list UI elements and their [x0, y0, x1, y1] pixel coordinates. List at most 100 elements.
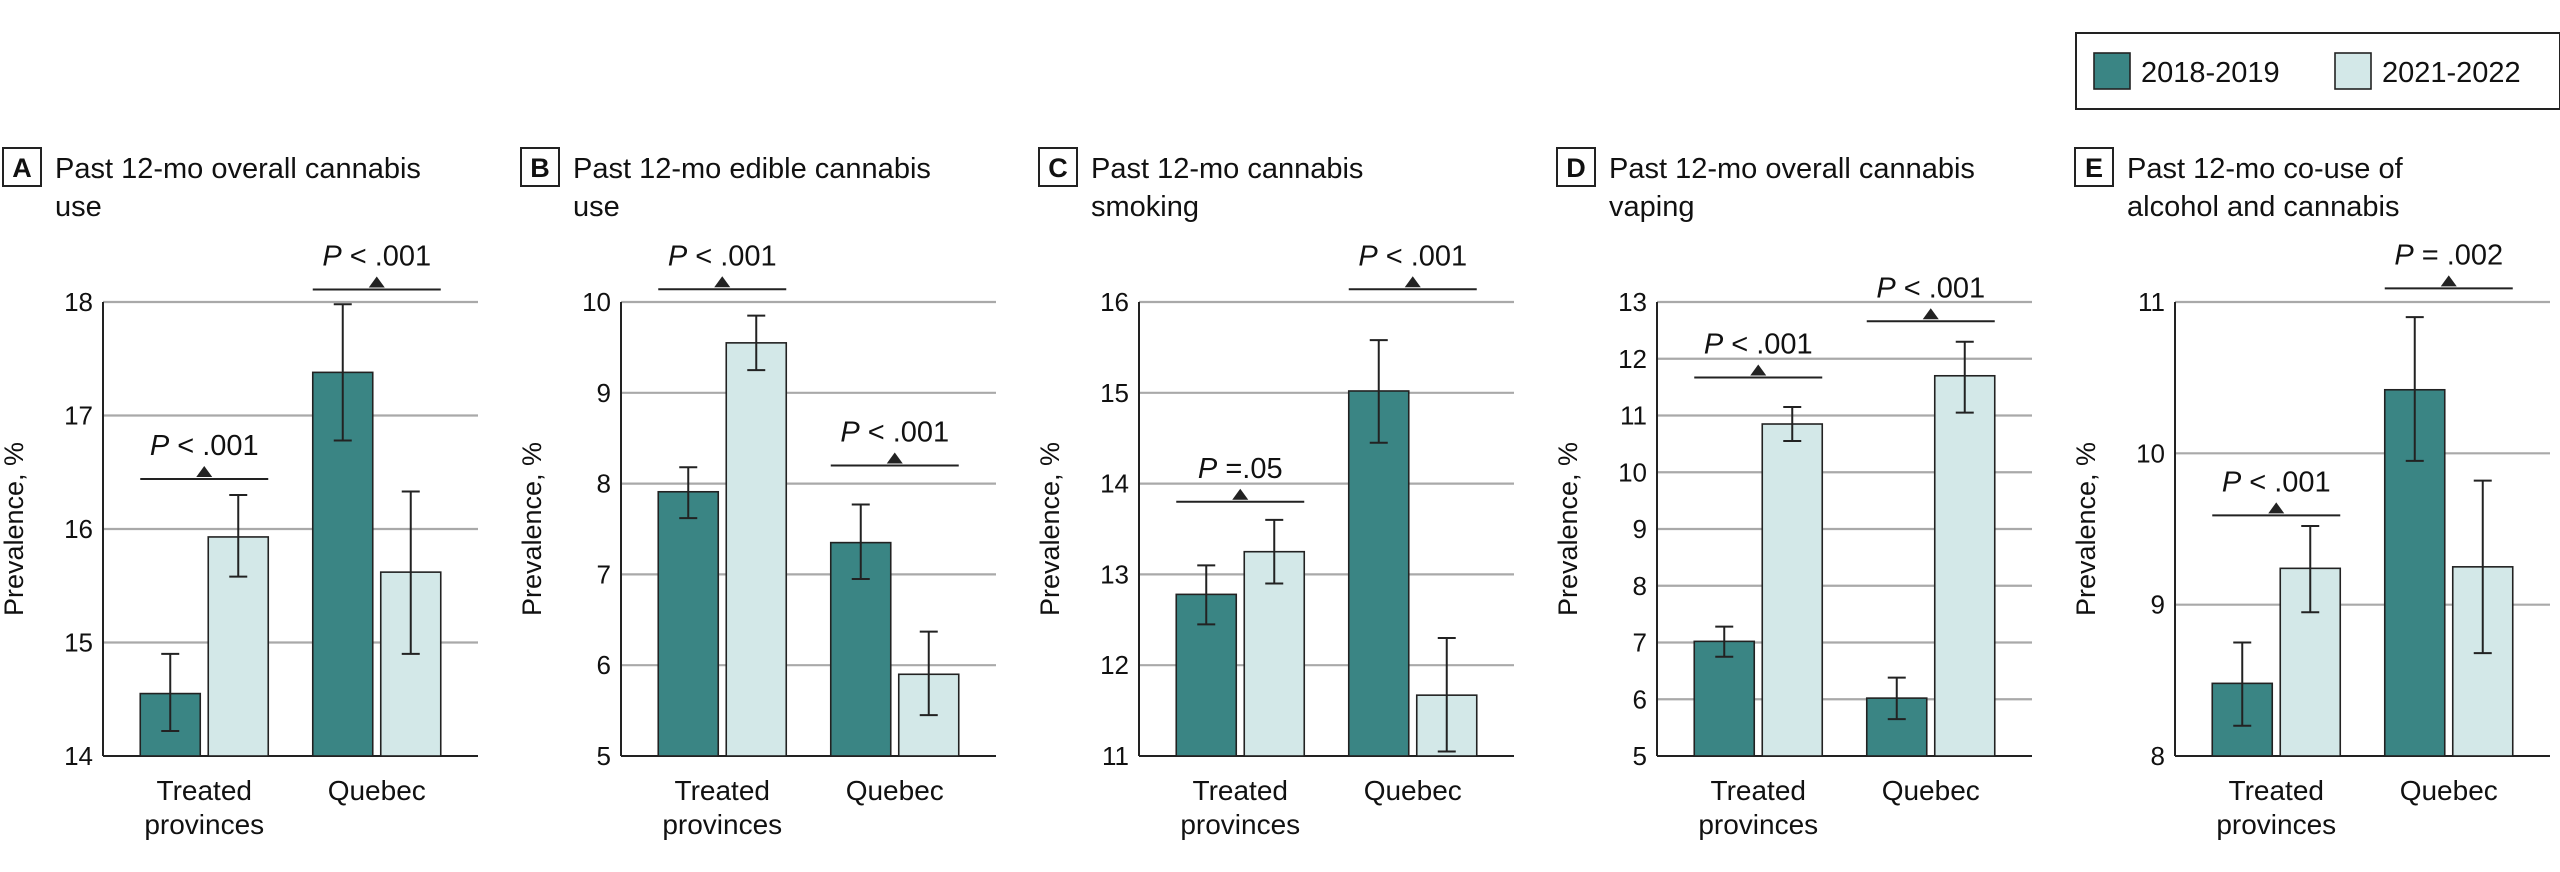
comparison-marker	[714, 276, 731, 288]
error-bar	[2301, 524, 2320, 614]
y-tick-label: 10	[582, 287, 611, 317]
p-value-label: P =.05	[1198, 453, 1283, 485]
y-tick-label: 16	[64, 514, 93, 544]
bar-2021-2022	[725, 342, 788, 757]
y-tick-label: 11	[1102, 741, 1129, 771]
p-value-label: P < .001	[668, 240, 777, 272]
y-tick-label: 12	[1618, 344, 1647, 374]
comparison-marker	[2440, 275, 2457, 287]
legend-label-2018-2019: 2018-2019	[2141, 57, 2280, 89]
y-tick-label: 8	[1633, 571, 1647, 601]
error-bar	[333, 303, 352, 442]
y-tick-label: 16	[1100, 287, 1129, 317]
error-bar	[1437, 636, 1456, 753]
error-bar	[1783, 405, 1802, 443]
y-tick-label: 9	[1633, 514, 1647, 544]
x-category-label: Treated	[1193, 775, 1288, 806]
x-category-label: Treated	[1711, 775, 1806, 806]
legend-swatch-2018-2019	[2093, 52, 2131, 90]
panel-title-line: Past 12-mo edible cannabis	[573, 153, 931, 185]
panel-C: C Past 12-mo cannabis smoking 11 12 13 14 15 16 P…	[1035, 147, 1514, 840]
y-tick-label: 11	[2138, 287, 2165, 317]
error-bar	[1887, 676, 1906, 721]
bar-2018-2019	[657, 490, 720, 757]
panel-letter: C	[1048, 153, 1068, 183]
x-category-label: Treated	[2229, 775, 2324, 806]
x-category-label: Quebec	[2400, 775, 2498, 806]
x-category-label: Quebec	[1364, 775, 1462, 806]
p-value-label: P < .001	[1358, 240, 1467, 272]
error-bar	[2405, 316, 2424, 462]
panels: A Past 12-mo overall cannabis use 14 15 16 17 1…	[0, 147, 2550, 840]
panel-title-line: use	[573, 191, 620, 223]
panel-title-line: Past 12-mo co-use of	[2127, 153, 2404, 185]
p-value-label: P < .001	[150, 430, 259, 462]
panel-badge	[2074, 147, 2114, 187]
panel-badge	[2, 147, 42, 187]
panel-A: A Past 12-mo overall cannabis use 14 15 16 17 1…	[0, 147, 478, 840]
error-bar	[1715, 625, 1734, 658]
error-bar	[401, 490, 420, 655]
comparison-marker	[1232, 488, 1249, 500]
x-category-label: provinces	[1180, 809, 1300, 840]
panel-title-line: Past 12-mo cannabis	[1091, 153, 1363, 185]
x-category-label: provinces	[2216, 809, 2336, 840]
bar-2018-2019	[1347, 390, 1410, 757]
y-tick-label: 13	[1618, 287, 1647, 317]
error-bar	[1955, 340, 1974, 414]
error-bar	[851, 503, 870, 580]
error-bar	[919, 630, 938, 717]
y-tick-label: 9	[597, 378, 611, 408]
y-axis-label: Prevalence, %	[517, 442, 547, 616]
bar-2018-2019	[1693, 640, 1756, 757]
panel-D: D Past 12-mo overall cannabis vaping 5 6 7 8 9 1…	[1553, 147, 2032, 840]
x-category-label: Treated	[675, 775, 770, 806]
error-bar	[1265, 518, 1284, 585]
y-tick-label: 15	[64, 628, 93, 658]
panel-E: E Past 12-mo co-use of alcohol and cannabi…	[2071, 147, 2550, 840]
panel-badge	[1038, 147, 1078, 187]
y-tick-label: 9	[2151, 590, 2165, 620]
error-bar	[1369, 339, 1388, 444]
panel-title-line: vaping	[1609, 191, 1694, 223]
comparison-marker	[1404, 276, 1421, 288]
panel-letter: D	[1566, 153, 1586, 183]
y-axis-label: Prevalence, %	[2071, 442, 2101, 616]
y-tick-label: 13	[1100, 559, 1129, 589]
bar-2021-2022	[1761, 423, 1824, 757]
x-category-label: provinces	[1698, 809, 1818, 840]
panel-title-line: smoking	[1091, 191, 1199, 223]
legend-label-2021-2022: 2021-2022	[2382, 57, 2521, 89]
y-tick-label: 8	[597, 469, 611, 499]
y-tick-label: 17	[64, 401, 93, 431]
p-value-label: P < .001	[1704, 328, 1813, 360]
y-axis-label: Prevalence, %	[0, 442, 29, 616]
y-tick-label: 14	[1100, 469, 1129, 499]
comparison-marker	[1750, 364, 1767, 376]
p-value-label: P < .001	[840, 416, 949, 448]
legend: 2018-2019 2021-2022	[2075, 32, 2560, 110]
error-bar	[229, 493, 248, 578]
p-value-label: P < .001	[1876, 272, 1985, 304]
comparison-marker	[886, 452, 903, 464]
x-category-label: provinces	[662, 809, 782, 840]
error-bar	[161, 652, 180, 733]
panel-badge	[1556, 147, 1596, 187]
y-tick-label: 10	[1618, 457, 1647, 487]
y-tick-label: 15	[1100, 378, 1129, 408]
y-tick-label: 7	[1633, 628, 1647, 658]
y-tick-label: 18	[64, 287, 93, 317]
error-bar	[2233, 641, 2252, 727]
legend-swatch-2021-2022	[2334, 52, 2372, 90]
y-tick-label: 10	[2136, 438, 2165, 468]
legend-frame	[2075, 32, 2560, 110]
y-tick-label: 7	[597, 559, 611, 589]
y-tick-label: 6	[597, 650, 611, 680]
x-category-label: Quebec	[328, 775, 426, 806]
comparison-marker	[196, 466, 213, 478]
panel-letter: B	[530, 153, 550, 183]
panel-title-line: alcohol and cannabis	[2127, 191, 2399, 223]
p-value-label: P < .001	[322, 241, 431, 273]
comparison-marker	[2268, 502, 2285, 514]
